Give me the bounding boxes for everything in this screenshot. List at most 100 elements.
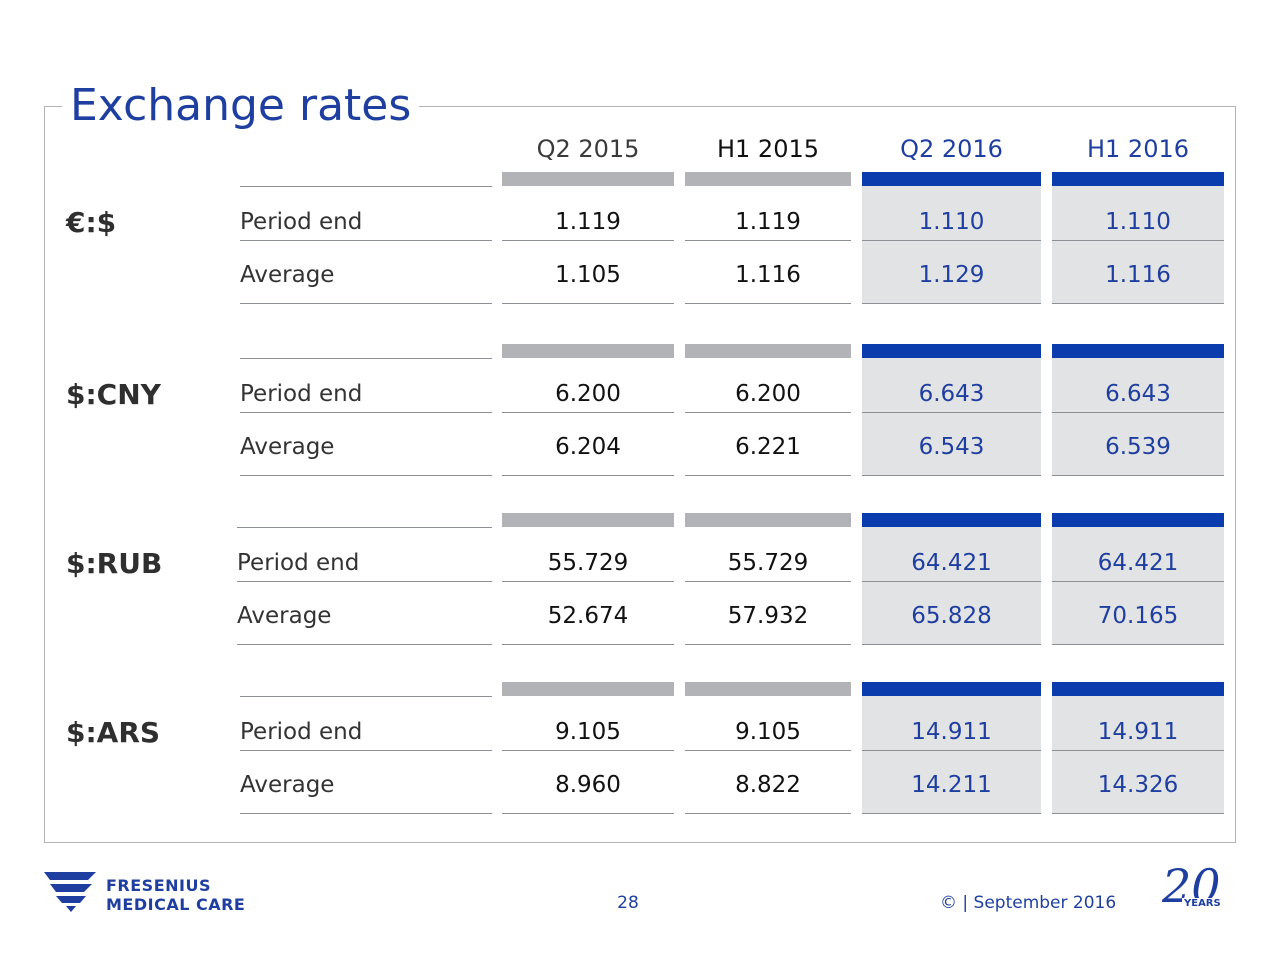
rate-value-cell: 55.729 — [547, 550, 629, 576]
logo-text-line2: MEDICAL CARE — [106, 895, 246, 914]
cell-divider — [685, 581, 851, 582]
rate-value-cell: 1.119 — [555, 209, 621, 235]
rate-value-cell: 64.421 — [911, 550, 992, 576]
column-bar — [862, 344, 1041, 358]
column-bar — [862, 513, 1041, 527]
group-top-divider — [240, 186, 492, 187]
table-frame — [44, 106, 1236, 843]
rate-value-cell: 1.116 — [1105, 262, 1171, 288]
row-divider — [237, 581, 492, 582]
highlight-cell-bg — [862, 358, 1041, 475]
column-bar — [1052, 682, 1224, 696]
cell-divider — [862, 303, 1041, 304]
rate-value-cell: 1.129 — [918, 262, 985, 288]
cell-divider — [1052, 240, 1224, 241]
currency-pair-label: $:CNY — [66, 378, 161, 411]
cell-divider — [502, 475, 674, 476]
rate-value-cell: 1.110 — [918, 209, 985, 235]
rate-value-cell: 6.543 — [918, 434, 985, 460]
rate-value-cell: 8.822 — [735, 772, 801, 798]
rate-value-cell: 6.643 — [1105, 381, 1171, 407]
rate-value-cell: 9.105 — [555, 719, 621, 745]
column-bar — [1052, 344, 1224, 358]
row-divider — [240, 750, 492, 751]
row-divider — [240, 240, 492, 241]
group-top-divider — [240, 358, 492, 359]
highlight-cell-bg — [1052, 186, 1224, 303]
rate-value-cell: 6.204 — [555, 434, 621, 460]
rate-value-cell: 6.539 — [1105, 434, 1171, 460]
highlight-cell-bg — [862, 696, 1041, 813]
cell-divider — [685, 303, 851, 304]
row-divider — [240, 475, 492, 476]
currency-pair-label: $:ARS — [66, 716, 161, 749]
cell-divider — [1052, 475, 1224, 476]
cell-divider — [685, 813, 851, 814]
column-header-q2-2015: Q2 2015 — [536, 135, 640, 163]
rate-value-cell: 14.326 — [1097, 772, 1179, 798]
highlight-cell-bg — [1052, 696, 1224, 813]
rate-value-cell: 1.119 — [735, 209, 801, 235]
rate-value-cell: 6.200 — [735, 381, 801, 407]
rate-value-cell: 70.165 — [1097, 603, 1179, 629]
cell-divider — [502, 813, 674, 814]
rate-value-cell: 52.674 — [547, 603, 629, 629]
rate-value-cell: 14.911 — [1097, 719, 1179, 745]
cell-divider — [862, 750, 1041, 751]
cell-divider — [685, 412, 851, 413]
column-bar — [685, 344, 851, 358]
rate-value-cell: 57.932 — [727, 603, 809, 629]
page-number: 28 — [617, 893, 639, 913]
rate-value-cell: 64.421 — [1097, 550, 1179, 576]
column-bar — [1052, 172, 1224, 186]
row-label: Period end — [240, 381, 363, 407]
cell-divider — [862, 412, 1041, 413]
rate-value-cell: 14.211 — [911, 772, 992, 798]
cell-divider — [862, 813, 1041, 814]
row-label: Average — [237, 603, 332, 629]
rate-value-cell: 6.200 — [555, 381, 621, 407]
anniversary-word: YEARS — [1182, 898, 1223, 909]
column-bar — [862, 682, 1041, 696]
column-bar — [685, 172, 851, 186]
column-bar — [502, 172, 674, 186]
cell-divider — [1052, 813, 1224, 814]
rate-value-cell: 1.105 — [555, 262, 621, 288]
row-divider — [237, 644, 492, 645]
highlight-cell-bg — [862, 527, 1041, 644]
rate-value-cell: 9.105 — [735, 719, 801, 745]
highlight-cell-bg — [1052, 358, 1224, 475]
rate-value-cell: 1.116 — [735, 262, 801, 288]
row-label: Average — [240, 262, 335, 288]
row-label: Period end — [237, 550, 360, 576]
cell-divider — [1052, 581, 1224, 582]
cell-divider — [685, 240, 851, 241]
row-label: Average — [240, 434, 335, 460]
cell-divider — [1052, 644, 1224, 645]
cell-divider — [502, 581, 674, 582]
rate-value-cell: 8.960 — [555, 772, 621, 798]
cell-divider — [502, 303, 674, 304]
highlight-cell-bg — [862, 186, 1041, 303]
cell-divider — [502, 412, 674, 413]
rate-value-cell: 1.110 — [1105, 209, 1171, 235]
rate-value-cell: 55.729 — [727, 550, 809, 576]
rate-value-cell: 14.911 — [911, 719, 992, 745]
cell-divider — [862, 581, 1041, 582]
column-bar — [685, 513, 851, 527]
row-divider — [240, 303, 492, 304]
rate-value-cell: 6.221 — [735, 434, 801, 460]
currency-pair-label: €:$ — [66, 206, 117, 239]
column-bar — [502, 513, 674, 527]
cell-divider — [685, 750, 851, 751]
cell-divider — [1052, 750, 1224, 751]
row-label: Period end — [240, 719, 363, 745]
column-bar — [502, 344, 674, 358]
currency-pair-label: $:RUB — [66, 547, 163, 580]
cell-divider — [502, 644, 674, 645]
rate-value-cell: 65.828 — [911, 603, 992, 629]
column-header-h1-2016: H1 2016 — [1086, 135, 1190, 163]
row-label: Period end — [240, 209, 363, 235]
row-divider — [240, 813, 492, 814]
column-header-h1-2015: H1 2015 — [716, 135, 820, 163]
